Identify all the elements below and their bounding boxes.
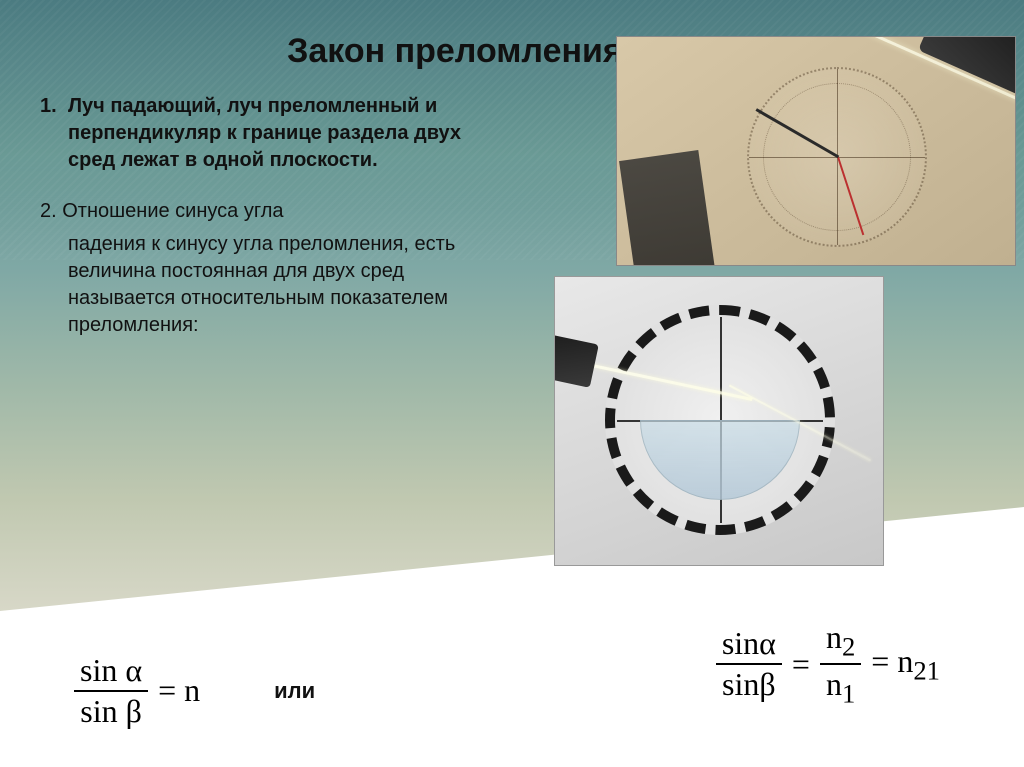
equals-1: = <box>792 646 810 683</box>
law-2-head: 2. Отношение синуса угла <box>40 198 470 225</box>
formula-2-rhs: = n21 <box>871 643 940 686</box>
law-2-body: падения к синусу угла преломления, есть … <box>40 231 470 339</box>
photo-refraction-protractor <box>616 36 1016 266</box>
formula-1-equals: = n <box>158 672 200 709</box>
formula-1-denominator: sin β <box>74 692 148 729</box>
photo-semicircle-refraction <box>554 276 884 566</box>
protractor-disk <box>747 67 927 247</box>
formula-1-fraction: sin α sin β <box>74 653 148 729</box>
stand <box>619 150 715 266</box>
formula-1-numerator: sin α <box>74 653 148 692</box>
law-1-text: Луч падающий, луч преломленный и перпенд… <box>68 93 470 174</box>
slide-content: Закон преломления света: 1. Луч падающий… <box>0 0 1024 767</box>
formula-2-fraction-n: n2 n1 <box>820 620 861 709</box>
formula-2-fraction-sin: sinα sinβ <box>716 626 782 702</box>
law-1-number: 1. <box>40 93 68 174</box>
formula-2-n-den: n1 <box>820 665 861 709</box>
laser-source-2 <box>554 330 599 388</box>
or-label: или <box>274 678 315 704</box>
formula-2: sinα sinβ = n2 n1 = n21 <box>702 612 954 717</box>
angle-disk <box>605 305 835 535</box>
law-list: 1. Луч падающий, луч преломленный и перп… <box>40 93 470 339</box>
formula-2-n-num: n2 <box>820 620 861 666</box>
formula-2-sin-den: sinβ <box>716 665 782 702</box>
law-item-2: 2. Отношение синуса угла падения к синус… <box>40 198 470 339</box>
formula-2-sin-num: sinα <box>716 626 782 665</box>
formula-1: sin α sin β = n <box>60 645 214 737</box>
formula-row: sin α sin β = n или <box>60 645 315 737</box>
law-item-1: 1. Луч падающий, луч преломленный и перп… <box>40 93 470 174</box>
